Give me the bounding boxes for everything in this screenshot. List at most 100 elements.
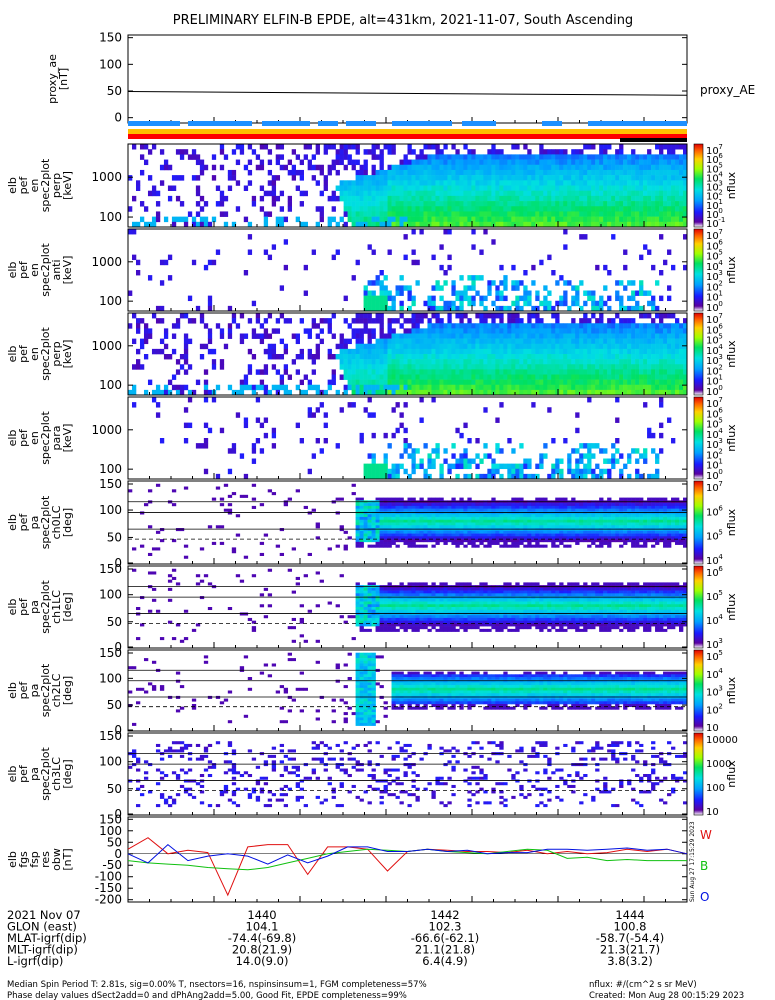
heat-cell bbox=[527, 348, 532, 355]
heat-cell bbox=[551, 374, 556, 380]
heat-cell bbox=[599, 328, 604, 334]
heat-cell bbox=[523, 328, 528, 334]
heat-cell bbox=[491, 468, 496, 475]
heat-cell bbox=[455, 384, 460, 391]
heat-cell bbox=[383, 497, 388, 501]
heat-cell bbox=[635, 328, 640, 334]
heat-cell bbox=[471, 528, 476, 532]
heat-cell bbox=[619, 369, 624, 375]
heat-cell bbox=[555, 338, 560, 345]
heat-cell bbox=[535, 180, 540, 186]
colorbar-tick: 10 bbox=[706, 173, 719, 184]
heat-cell bbox=[643, 221, 648, 228]
heat-cell bbox=[128, 489, 133, 493]
heat-cell bbox=[623, 359, 628, 365]
heat-cell bbox=[399, 516, 404, 521]
heat-cell bbox=[503, 541, 508, 545]
heat-cell bbox=[351, 374, 356, 380]
heat-cell bbox=[599, 201, 604, 207]
colorbar-tick: 10 bbox=[706, 210, 719, 221]
heat-cell bbox=[487, 541, 492, 545]
heat-cell bbox=[471, 216, 476, 223]
heat-cell bbox=[399, 275, 404, 281]
heat-cell bbox=[655, 313, 660, 319]
heat-cell bbox=[519, 384, 524, 391]
heat-cell bbox=[587, 201, 592, 207]
heat-cell bbox=[147, 489, 153, 493]
heat-cell bbox=[659, 175, 664, 181]
heat-cell bbox=[139, 318, 145, 324]
heat-cell bbox=[415, 313, 420, 319]
heat-cell bbox=[155, 318, 161, 324]
heat-cell bbox=[355, 216, 360, 223]
heat-cell bbox=[371, 508, 376, 512]
heat-cell bbox=[579, 201, 584, 207]
heat-cell bbox=[499, 195, 504, 202]
heat-cell bbox=[551, 343, 556, 350]
heat-cell bbox=[279, 528, 285, 532]
heat-cell bbox=[407, 175, 412, 181]
heat-cell bbox=[463, 221, 468, 228]
heat-cell bbox=[391, 389, 396, 396]
heat-cell bbox=[423, 333, 428, 339]
heat-cell bbox=[503, 221, 508, 228]
heat-cell bbox=[411, 530, 416, 534]
heat-cell bbox=[671, 328, 676, 334]
heat-cell bbox=[663, 359, 668, 365]
heat-cell bbox=[459, 216, 464, 223]
heat-cell bbox=[547, 525, 552, 529]
heat-cell bbox=[659, 221, 664, 228]
heat-cell bbox=[359, 503, 364, 507]
heat-cell bbox=[507, 468, 512, 475]
heat-cell bbox=[679, 384, 684, 391]
heat-cell bbox=[351, 195, 356, 202]
heat-cell bbox=[619, 359, 624, 365]
heat-cell bbox=[375, 300, 380, 307]
heat-cell bbox=[671, 221, 676, 228]
heat-cell bbox=[479, 379, 484, 386]
heat-cell bbox=[443, 508, 448, 512]
heat-cell bbox=[675, 318, 680, 324]
heat-cell bbox=[595, 333, 600, 339]
heat-cell bbox=[635, 154, 640, 160]
heat-cell bbox=[499, 384, 504, 391]
heat-cell bbox=[155, 389, 161, 396]
heat-cell bbox=[359, 528, 364, 532]
heat-cell bbox=[639, 364, 644, 370]
colorbar-tick: 10 bbox=[706, 420, 719, 431]
heat-cell bbox=[623, 384, 628, 391]
heat-cell bbox=[667, 374, 672, 380]
heat-cell bbox=[303, 328, 308, 334]
heat-cell bbox=[659, 402, 664, 408]
heat-cell bbox=[675, 206, 680, 212]
heat-cell bbox=[559, 473, 564, 480]
heat-cell bbox=[459, 525, 464, 529]
heat-cell bbox=[439, 522, 444, 526]
heat-cell bbox=[503, 185, 508, 191]
heat-cell bbox=[347, 402, 352, 408]
heat-cell bbox=[575, 211, 580, 217]
heat-cell bbox=[539, 379, 544, 386]
heat-cell bbox=[619, 180, 624, 186]
heat-cell bbox=[623, 348, 628, 355]
heat-cell bbox=[271, 348, 277, 355]
heat-cell bbox=[603, 343, 608, 350]
heat-cell bbox=[211, 397, 217, 403]
heat-cell bbox=[647, 149, 652, 155]
heat-cell bbox=[395, 539, 400, 543]
heat-cell bbox=[451, 323, 456, 329]
heat-cell bbox=[403, 427, 408, 434]
heat-cell bbox=[595, 195, 600, 202]
heat-cell bbox=[543, 169, 548, 176]
heat-cell bbox=[423, 201, 428, 207]
heat-cell bbox=[491, 354, 496, 360]
heat-cell bbox=[387, 369, 392, 375]
heat-cell bbox=[451, 516, 456, 521]
heat-cell bbox=[543, 295, 548, 302]
heat-cell bbox=[579, 169, 584, 176]
heat-cell bbox=[495, 533, 500, 537]
heat-cell bbox=[431, 458, 436, 464]
heat-cell bbox=[519, 190, 524, 197]
heat-cell bbox=[527, 195, 532, 202]
heat-cell bbox=[363, 384, 368, 391]
